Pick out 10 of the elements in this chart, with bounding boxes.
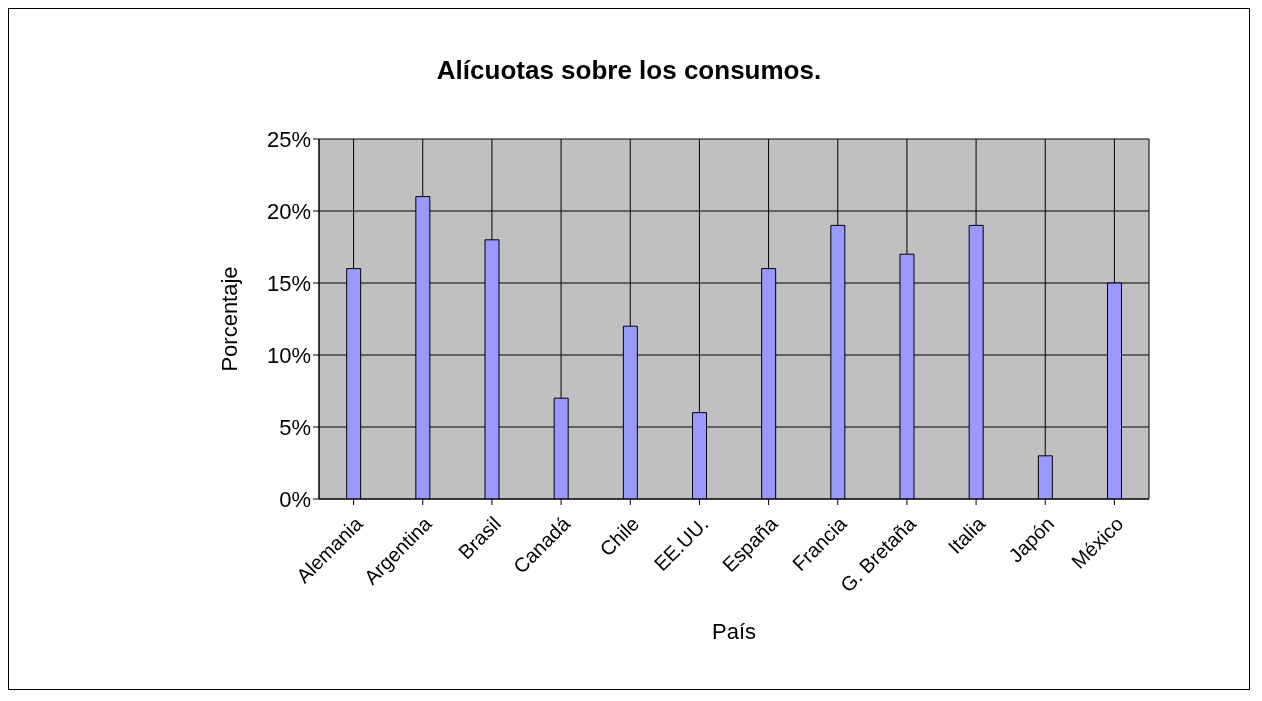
x-tick-label: Italia — [943, 511, 990, 558]
y-tick-label: 10% — [266, 342, 311, 368]
y-tick-label: 25% — [266, 126, 311, 152]
y-tick-label: 15% — [266, 270, 311, 296]
y-tick-label: 20% — [266, 198, 311, 224]
chart-title: Alícuotas sobre los consumos. — [435, 55, 823, 86]
y-axis-title: Porcentaje — [216, 266, 242, 372]
y-tick-label: 5% — [279, 414, 311, 440]
x-axis-title: País — [711, 619, 757, 644]
y-tick-label: 0% — [279, 486, 311, 512]
